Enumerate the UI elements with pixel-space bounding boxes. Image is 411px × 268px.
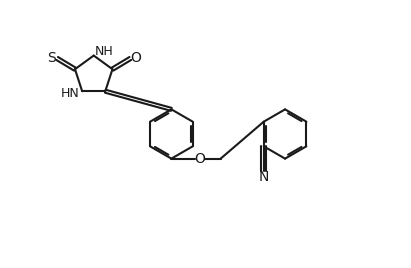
Text: O: O (130, 51, 141, 65)
Text: HN: HN (61, 87, 79, 100)
Text: O: O (194, 152, 205, 166)
Text: S: S (47, 51, 56, 65)
Text: N: N (259, 170, 269, 184)
Text: NH: NH (95, 45, 114, 58)
